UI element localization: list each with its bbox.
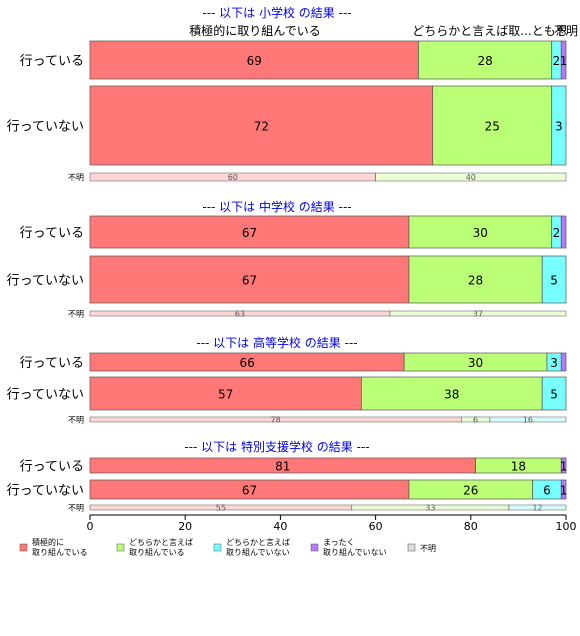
- data-label: 78: [271, 416, 281, 425]
- legend-label: 取り組んでいない: [323, 547, 387, 557]
- data-label: 5: [550, 274, 558, 288]
- bar-segment: [89, 376, 362, 411]
- bar-segment: [560, 479, 567, 500]
- top-label: 積極的に取り組んでいる: [189, 23, 320, 38]
- category-label: 行っている: [20, 54, 84, 69]
- bar-segment: [560, 215, 567, 249]
- bar-segment: [541, 376, 567, 411]
- legend-label: 不明: [420, 544, 436, 553]
- legend-swatch: [19, 543, 28, 552]
- bar-segment: [89, 215, 410, 249]
- category-label: 行っていない: [7, 484, 84, 499]
- data-label: 63: [235, 310, 245, 319]
- category-label: 行っていない: [7, 274, 84, 289]
- bar-segment: [375, 172, 567, 182]
- bar-segment: [89, 40, 419, 80]
- data-label: 6: [473, 416, 478, 425]
- data-label: 6: [543, 484, 551, 498]
- x-tick-label: 40: [273, 520, 287, 533]
- data-label: 18: [511, 460, 526, 474]
- data-label: 81: [275, 460, 290, 474]
- legend-label: 積極的に: [32, 537, 64, 547]
- bar-segment: [541, 255, 567, 304]
- category-label: 不明: [68, 173, 84, 182]
- legend-swatch: [407, 543, 416, 552]
- data-label: 3: [555, 120, 563, 134]
- top-label: どちらかと言えば取...とも思: [412, 24, 567, 38]
- bar-segment: [560, 40, 567, 80]
- data-label: 69: [247, 54, 262, 68]
- data-label: 16: [523, 416, 533, 425]
- x-tick-label: 60: [369, 520, 383, 533]
- data-label: 28: [477, 54, 492, 68]
- data-label: 12: [532, 504, 542, 513]
- category-label: 行っている: [20, 460, 84, 475]
- data-label: 57: [218, 388, 233, 402]
- data-label: 5: [550, 388, 558, 402]
- bar-segment: [560, 352, 567, 372]
- category-label: 行っている: [20, 226, 84, 241]
- bar-segment: [389, 310, 567, 317]
- data-label: 67: [242, 484, 257, 498]
- category-label: 行っていない: [7, 120, 84, 135]
- x-tick-label: 20: [178, 520, 192, 533]
- x-tick-label: 100: [556, 520, 577, 533]
- data-label: 2: [553, 226, 561, 240]
- bar-segment: [360, 376, 543, 411]
- data-label: 67: [242, 226, 257, 240]
- bar-segment: [418, 40, 553, 80]
- bar-segment: [551, 85, 567, 166]
- bar-segment: [408, 255, 543, 304]
- group-title: --- 以下は 特別支援学校 の結果 ---: [184, 439, 369, 454]
- data-label: 1: [560, 54, 568, 68]
- legend-label: 取り組んでいる: [129, 547, 185, 557]
- bar-segment: [560, 457, 567, 474]
- legend-label: どちらかと言えば: [129, 537, 193, 547]
- legend-swatch: [116, 543, 125, 552]
- bar-segment: [508, 504, 567, 511]
- data-label: 67: [242, 274, 257, 288]
- data-label: 66: [239, 356, 254, 370]
- x-tick-label: 0: [87, 520, 94, 533]
- bar-segment: [432, 85, 553, 166]
- legend-label: どちらかと言えば: [226, 537, 290, 547]
- top-label: 不明: [554, 24, 578, 38]
- data-label: 2: [553, 54, 561, 68]
- data-label: 1: [560, 484, 568, 498]
- data-label: 60: [228, 173, 238, 182]
- bar-segment: [89, 85, 434, 166]
- category-label: 行っていない: [7, 388, 84, 403]
- category-label: 行っている: [20, 356, 84, 371]
- data-label: 33: [425, 504, 435, 513]
- legend-label: 取り組んでいない: [226, 547, 290, 557]
- bar-segment: [89, 255, 410, 304]
- data-label: 1: [560, 460, 568, 474]
- group-title: --- 以下は 中学校 の結果 ---: [202, 199, 351, 214]
- category-label: 不明: [68, 504, 84, 513]
- data-label: 72: [254, 120, 269, 134]
- data-label: 37: [473, 310, 483, 319]
- data-label: 40: [466, 173, 476, 182]
- data-label: 55: [216, 504, 226, 513]
- bar-segment: [489, 416, 567, 423]
- legend-label: まったく: [323, 538, 355, 547]
- data-label: 38: [444, 388, 459, 402]
- data-label: 30: [473, 226, 488, 240]
- category-label: 不明: [68, 310, 84, 319]
- data-label: 25: [485, 120, 500, 134]
- legend-swatch: [310, 543, 319, 552]
- data-label: 28: [468, 274, 483, 288]
- group-title: --- 以下は 高等学校 の結果 ---: [196, 335, 357, 350]
- category-label: 不明: [68, 416, 84, 425]
- bar-segment: [408, 215, 553, 249]
- legend-label: 取り組んでいる: [32, 547, 88, 557]
- group-title: --- 以下は 小学校 の結果 ---: [202, 5, 351, 20]
- legend-swatch: [213, 543, 222, 552]
- x-tick-label: 80: [464, 520, 478, 533]
- data-label: 3: [550, 356, 558, 370]
- data-label: 26: [463, 484, 478, 498]
- data-label: 30: [468, 356, 483, 370]
